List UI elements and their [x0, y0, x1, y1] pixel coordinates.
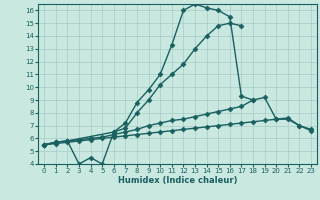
- X-axis label: Humidex (Indice chaleur): Humidex (Indice chaleur): [118, 176, 237, 185]
